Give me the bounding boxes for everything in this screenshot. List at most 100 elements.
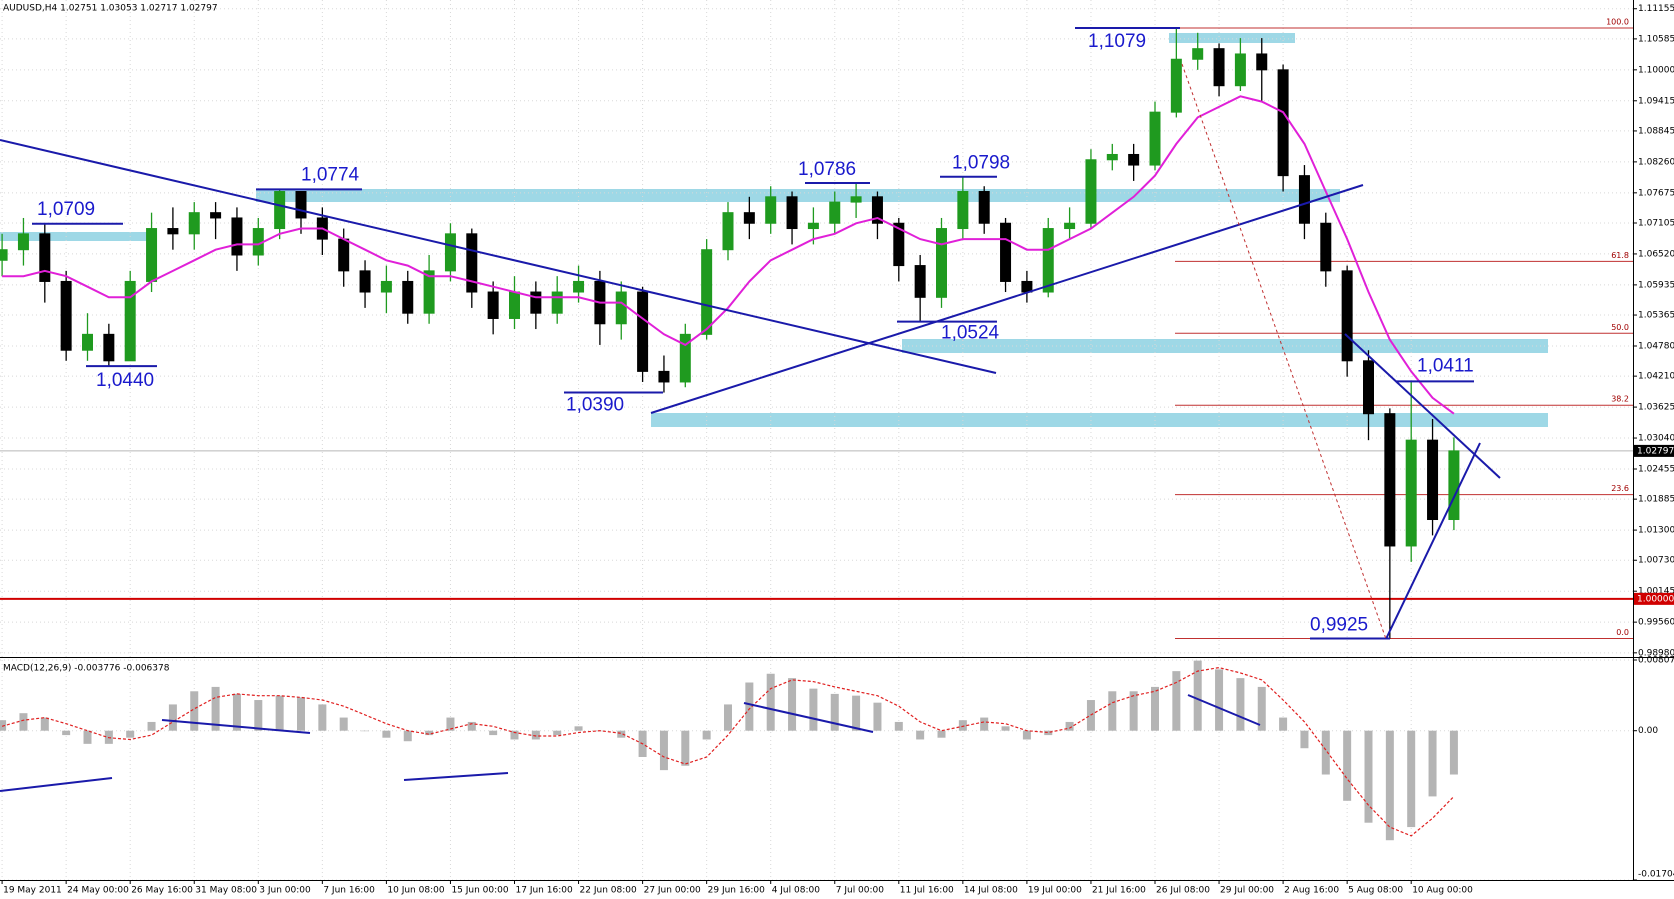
x-tick-label: 29 Jun 16:00 (708, 886, 765, 896)
candle-body (978, 191, 990, 224)
macd-bar (873, 702, 882, 731)
macd-bar (40, 717, 49, 731)
y-tick-label: 1.03625 (1638, 403, 1674, 413)
x-tick-label: 14 Jul 08:00 (964, 886, 1018, 896)
candle-body (359, 270, 371, 293)
macd-bar (852, 695, 861, 731)
candle-body (338, 238, 350, 272)
divergence-line (0, 777, 113, 792)
candle-body (231, 217, 243, 256)
candle-body (765, 196, 777, 224)
macd-bar (1001, 726, 1010, 731)
candle-body (444, 233, 456, 272)
annotation-label: 1,0798 (952, 153, 1010, 174)
macd-bar (211, 686, 220, 731)
candle-body (1000, 222, 1012, 282)
candle-body (1405, 439, 1417, 547)
candle-body (743, 212, 755, 224)
candle-body (466, 233, 478, 293)
chart-title: AUDUSD,H4 1.02751 1.03053 1.02717 1.0279… (3, 4, 218, 14)
candle-body (936, 228, 947, 298)
macd-bar (190, 691, 199, 731)
divergence-line (403, 772, 509, 781)
macd-bar (937, 730, 946, 738)
y-tick-label: 1.07105 (1638, 218, 1674, 228)
divergence-line (743, 702, 874, 733)
y-tick-label: 1.04780 (1638, 341, 1674, 351)
trend-line (1385, 442, 1481, 640)
level-label: 1.00000 (1637, 594, 1674, 604)
fib-label: 23.6 (1611, 484, 1629, 493)
macd-bar (232, 693, 241, 731)
candle-body (124, 280, 136, 362)
zone (0, 232, 155, 241)
macd-bar (745, 682, 754, 731)
x-tick-label: 31 May 08:00 (195, 886, 257, 896)
candle-body (1192, 48, 1204, 60)
candle-body (210, 212, 222, 219)
y-tick-label: 1.11155 (1638, 4, 1674, 14)
macd-bar (339, 717, 348, 731)
candle-body (402, 280, 414, 314)
annotation-label: 1,0390 (566, 395, 624, 416)
y-tick-label: 1.04210 (1638, 372, 1674, 382)
candle-body (530, 291, 542, 314)
macd-bar (788, 678, 797, 731)
candle-body (850, 196, 862, 203)
candle-body (957, 191, 969, 230)
macd-bar (1364, 730, 1373, 823)
last-price-label: 1.02797 (1637, 446, 1674, 456)
candle-body (1149, 111, 1161, 166)
macd-bar (1044, 730, 1053, 736)
trend-line (0, 139, 997, 374)
macd-bar (361, 730, 370, 732)
macd-bar (1193, 660, 1202, 731)
candle-body (573, 280, 585, 293)
y-tick-label: 1.08260 (1638, 157, 1674, 167)
macd-bar (1215, 669, 1224, 731)
fib-label: 0.0 (1616, 628, 1629, 637)
zone (1169, 33, 1295, 43)
macd-bar (382, 730, 391, 738)
macd-bar (446, 717, 455, 731)
x-tick-label: 15 Jun 00:00 (451, 886, 508, 896)
candle-body (188, 212, 200, 235)
macd-bar (1172, 671, 1181, 731)
candle-body (637, 291, 649, 372)
candle-body (1277, 69, 1289, 177)
macd-bar (1129, 691, 1138, 731)
candle-body (1042, 228, 1054, 293)
candle-body (914, 265, 926, 298)
annotation-label: 1,0709 (37, 199, 95, 220)
macd-bar (702, 730, 711, 740)
y-tick-label: 1.05365 (1638, 311, 1674, 321)
y-tick-label: 1.08845 (1638, 126, 1674, 136)
candle-body (1363, 360, 1374, 415)
x-tick-label: 26 Jul 08:00 (1156, 886, 1210, 896)
trend-lines (0, 63, 1501, 792)
last-price-box (1634, 444, 1674, 457)
annotation-label: 1,0786 (798, 159, 856, 180)
x-tick-label: 19 Jul 00:00 (1028, 886, 1082, 896)
candle-body (551, 291, 563, 314)
zone (256, 189, 1340, 202)
candle-body (807, 222, 819, 230)
macd-bar (681, 730, 690, 766)
x-tick-label: 4 Jul 08:00 (772, 886, 821, 896)
candle-body (380, 280, 392, 293)
macd-bar (659, 730, 668, 771)
y-tick-label: 1.03040 (1638, 434, 1674, 444)
candle-body (1298, 175, 1310, 224)
candle-body (658, 370, 670, 383)
candle-body (1384, 413, 1396, 547)
macd-bar (1065, 721, 1074, 731)
candle-body (103, 333, 115, 362)
x-tick-label: 11 Jul 16:00 (900, 886, 954, 896)
y-tick-label: 1.07675 (1638, 188, 1674, 198)
candle-body (615, 291, 627, 325)
macd-bar (1236, 678, 1245, 731)
candle-body (82, 333, 93, 351)
macd-bar (1321, 730, 1330, 775)
macd-bar (425, 730, 434, 736)
